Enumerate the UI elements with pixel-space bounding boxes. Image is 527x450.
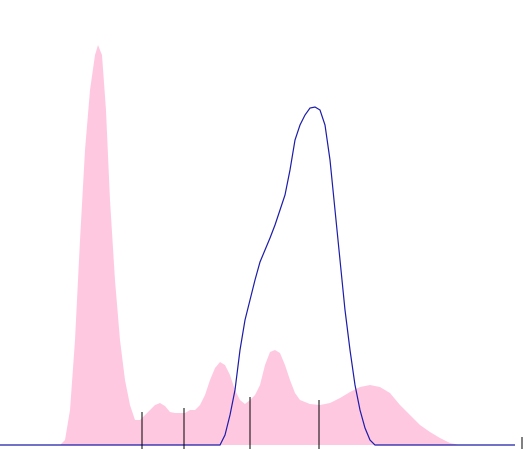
line xyxy=(0,106,515,446)
area xyxy=(0,45,515,445)
